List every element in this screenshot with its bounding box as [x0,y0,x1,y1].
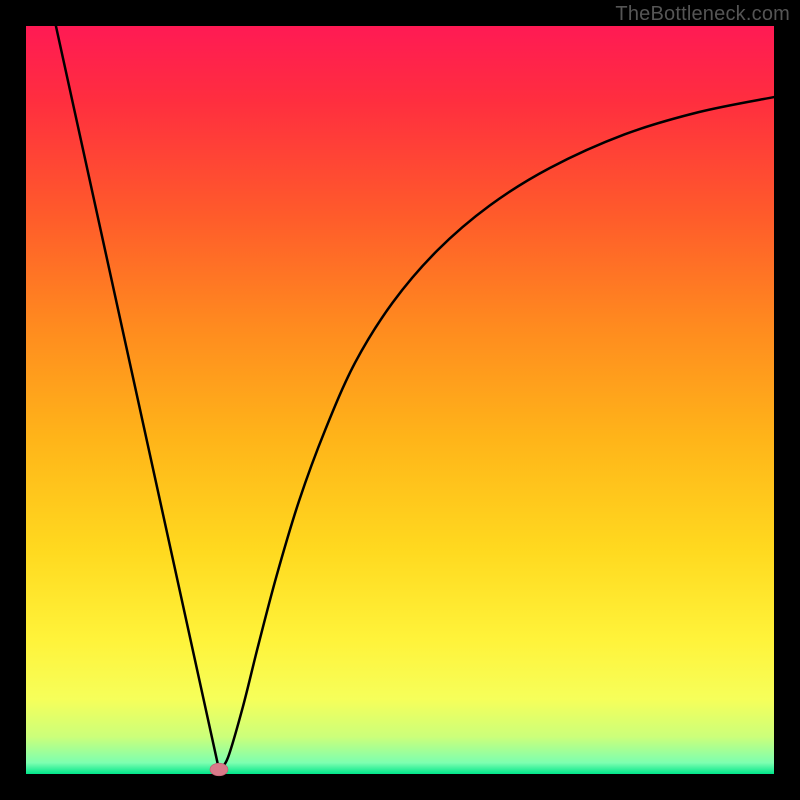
watermark-text: TheBottleneck.com [615,3,790,26]
bottleneck-chart [0,0,800,800]
sweet-spot-marker [210,763,228,776]
